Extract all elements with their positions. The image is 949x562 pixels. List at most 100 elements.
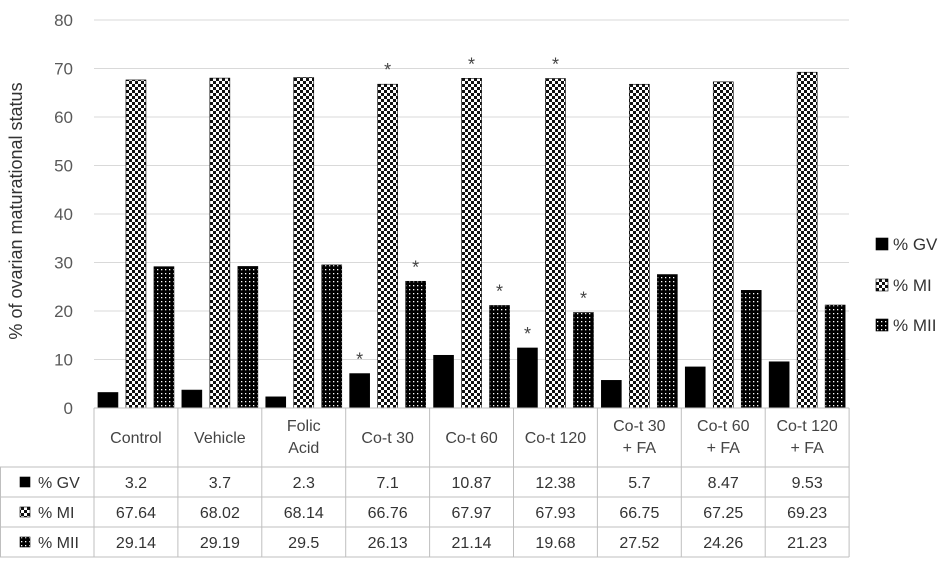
- table-series-name: % MII: [38, 535, 79, 552]
- category-label: Vehicle: [194, 430, 246, 447]
- category-label: Co-t 120: [525, 430, 586, 447]
- bar: [349, 373, 370, 409]
- table-cell-value: 66.75: [619, 505, 659, 522]
- bar: [405, 280, 426, 409]
- y-tick-label: 10: [54, 351, 73, 370]
- table-cell-value: 21.14: [452, 535, 492, 552]
- y-axis-tick-labels: 0 10 20 30 40 50 60 70 80: [54, 11, 73, 418]
- bar: [740, 290, 762, 409]
- legend-key: [875, 318, 889, 332]
- table-cell-value: 2.3: [293, 475, 315, 492]
- bar: [796, 71, 818, 409]
- category-label: Control: [110, 430, 162, 447]
- table-cell-value: 19.68: [535, 535, 575, 552]
- table-legend-key: [19, 536, 31, 548]
- bar: [517, 347, 538, 409]
- table-cell-value: 67.64: [116, 505, 156, 522]
- significance-star: *: [580, 289, 587, 309]
- y-tick-label: 0: [64, 399, 73, 418]
- bar: [684, 366, 706, 409]
- table-cell-value: 29.14: [116, 535, 156, 552]
- bar: [545, 78, 566, 409]
- table-cell-value: 10.87: [452, 475, 492, 492]
- table-cell-value: 67.93: [535, 505, 575, 522]
- bar: [712, 81, 734, 409]
- legend: % GV % MI % MII: [875, 235, 938, 335]
- table-cell-value: 24.26: [703, 535, 743, 552]
- table-cell-value: 66.76: [368, 505, 408, 522]
- table-cell-value: 29.5: [288, 535, 319, 552]
- legend-label: % GV: [893, 235, 938, 254]
- legend-key: [875, 237, 889, 251]
- table-cell-value: 27.52: [619, 535, 659, 552]
- table-cell-value: 26.13: [368, 535, 408, 552]
- y-tick-label: 40: [54, 205, 73, 224]
- bar: [293, 77, 315, 409]
- table-cell-value: 12.38: [535, 475, 575, 492]
- table-cell-value: 21.23: [787, 535, 827, 552]
- data-table: Control Vehicle Folic Acid Co-t 30 Co-t 60 Co-…: [0, 407, 850, 558]
- table-legend-key: [19, 506, 31, 518]
- bar: [433, 354, 454, 409]
- y-tick-label: 70: [54, 60, 73, 79]
- table-cell-value: 69.23: [787, 505, 827, 522]
- bar-series: [97, 71, 846, 409]
- table-cell-value: 8.47: [708, 475, 739, 492]
- y-tick-label: 50: [54, 157, 73, 176]
- category-label: Co-t 120: [776, 418, 837, 435]
- category-label: + FA: [623, 440, 657, 457]
- y-axis-title: % of ovarian maturational status: [6, 82, 26, 339]
- y-tick-label: 60: [54, 108, 73, 127]
- category-label: Co-t 60: [445, 430, 498, 447]
- category-label: + FA: [707, 440, 741, 457]
- bar: [97, 392, 119, 409]
- bar: [181, 389, 203, 409]
- bar: [601, 380, 622, 409]
- y-tick-label: 20: [54, 302, 73, 321]
- legend-label: % MI: [893, 276, 932, 295]
- y-tick-label: 80: [54, 11, 73, 30]
- y-tick-label: 30: [54, 254, 73, 273]
- category-label: Folic: [287, 418, 321, 435]
- bar: [125, 79, 147, 409]
- bar: [768, 361, 790, 409]
- category-label: + FA: [790, 440, 824, 457]
- legend-key: [875, 278, 889, 292]
- significance-star: *: [552, 55, 559, 75]
- bar: [629, 83, 650, 409]
- bar: [657, 274, 678, 409]
- table-cell-value: 3.7: [209, 475, 231, 492]
- bar: [377, 83, 398, 409]
- significance-star: *: [356, 350, 363, 370]
- bar: [321, 264, 343, 409]
- table-cell-value: 29.19: [200, 535, 240, 552]
- bar: [237, 266, 259, 409]
- table-cell-value: 7.1: [377, 475, 399, 492]
- table-legend-key: [19, 476, 31, 488]
- table-cell-value: 3.2: [125, 475, 147, 492]
- legend-label: % MII: [893, 316, 936, 335]
- category-label: Co-t 30: [361, 430, 414, 447]
- bar: [153, 266, 175, 409]
- bar: [461, 78, 482, 409]
- category-label: Co-t 60: [697, 418, 750, 435]
- significance-star: *: [496, 281, 503, 301]
- bar: [209, 77, 231, 409]
- significance-star: *: [384, 60, 391, 80]
- bar: [824, 304, 846, 409]
- table-cell-value: 67.25: [703, 505, 743, 522]
- significance-star: *: [412, 257, 419, 277]
- significance-star: *: [524, 324, 531, 344]
- bar: [573, 312, 594, 409]
- significance-star: *: [468, 54, 475, 74]
- table-cell-value: 5.7: [628, 475, 650, 492]
- category-label: Acid: [288, 440, 319, 457]
- table-cell-value: 68.14: [284, 505, 324, 522]
- category-label: Co-t 30: [613, 418, 666, 435]
- table-cell-value: 67.97: [452, 505, 492, 522]
- table-cell-value: 9.53: [792, 475, 823, 492]
- table-series-name: % MI: [38, 505, 74, 522]
- bar: [489, 305, 510, 409]
- table-series-name: % GV: [38, 475, 80, 492]
